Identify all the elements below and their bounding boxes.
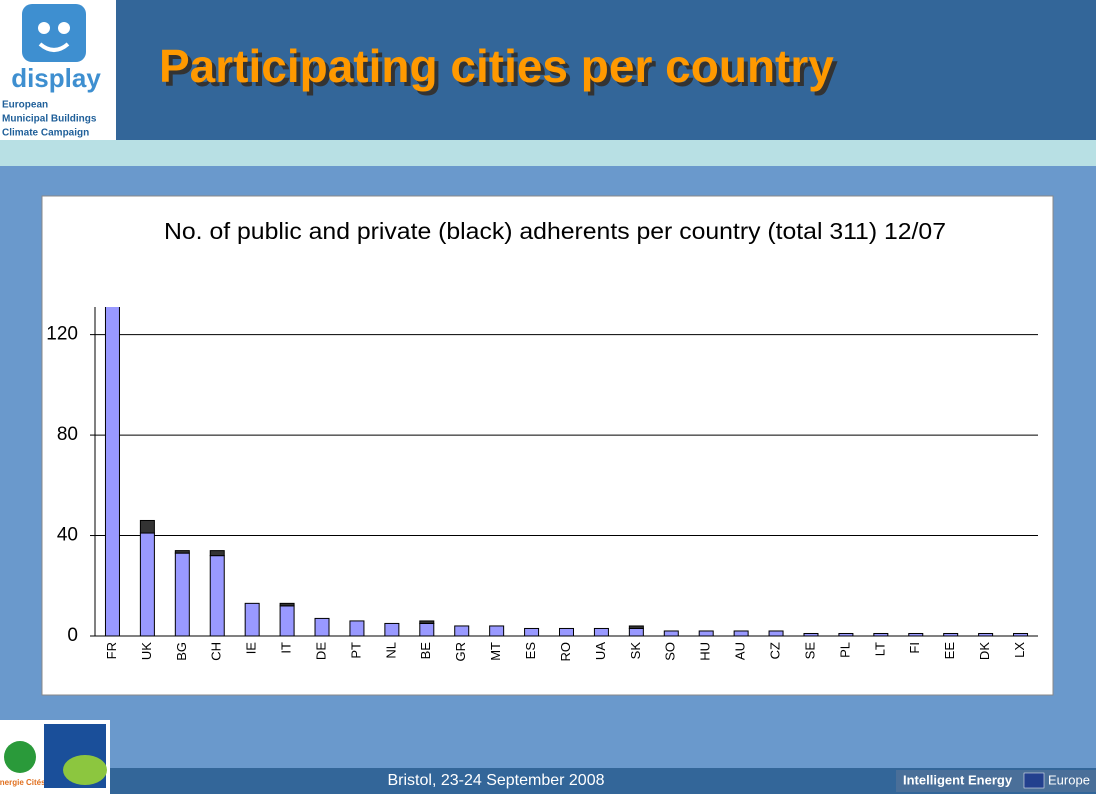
iee-box — [896, 770, 1096, 792]
bar-segment — [174, 550, 190, 554]
x-tick-label: PT — [348, 642, 363, 659]
x-tick-label: LT — [872, 642, 887, 656]
y-tick-label: 40 — [57, 525, 78, 546]
logo-eye — [38, 22, 50, 34]
x-tick-label: FR — [104, 642, 119, 659]
header-strip — [0, 140, 1096, 166]
bar-segment — [768, 630, 784, 637]
bar-segment — [559, 627, 574, 637]
slide-title: Participating cities per country — [159, 40, 834, 92]
logo-text: European — [2, 100, 48, 111]
x-tick-label: DK — [977, 642, 992, 660]
header-band — [0, 0, 1096, 140]
y-tick-label: 80 — [57, 424, 78, 445]
bar-segment — [489, 625, 505, 637]
x-tick-label: IE — [244, 642, 259, 655]
title-shadow: Participating cities per country — [163, 44, 838, 96]
chart-title: No. of public and private (black) adhere… — [164, 218, 946, 244]
x-tick-label: PL — [837, 642, 852, 658]
bar-segment — [209, 550, 225, 557]
x-tick-label: ES — [523, 642, 538, 660]
bar-segment — [349, 620, 365, 637]
plot: 0 40 80 120 FR UK BG CH IE IT DE PT NL BE GR MT ES RO UA SK… — [46, 307, 1038, 662]
x-tick-label: SK — [628, 642, 643, 660]
footer-event: Bristol, 23-24 September 2008 — [387, 772, 604, 789]
x-tick-label: IT — [279, 642, 294, 654]
bar-segment — [454, 625, 470, 637]
bar-segment — [524, 627, 540, 637]
x-tick-label: BE — [418, 642, 433, 660]
iee-suffix: Europe — [1048, 772, 1090, 787]
logo-eye — [58, 22, 70, 34]
x-tick-label: SE — [802, 642, 817, 660]
x-tick-label: NL — [383, 642, 398, 659]
bar-segment — [139, 532, 155, 637]
bar-segment — [314, 617, 330, 637]
logo-name: display — [11, 63, 101, 93]
x-tick-label: LX — [1012, 642, 1027, 658]
bar-segment — [139, 519, 155, 534]
logo-smile — [38, 42, 70, 52]
bar-segment — [104, 307, 120, 637]
bar-segment — [419, 620, 435, 624]
x-tick-label: EE — [942, 642, 957, 660]
logo-text: Municipal Buildings — [2, 114, 97, 125]
bar-segment — [593, 627, 609, 637]
bar-segment — [698, 630, 714, 637]
x-tick-label: HU — [698, 642, 713, 661]
bar-segment — [733, 630, 749, 637]
x-tick-label: MT — [488, 642, 503, 661]
x-tick-label: FI — [907, 642, 922, 654]
logo-text: Climate Campaign — [2, 128, 89, 139]
bar-segment — [174, 552, 190, 637]
bar-segment — [209, 555, 225, 637]
bar-segment — [279, 602, 295, 607]
bar-segment — [628, 627, 644, 637]
bar-segment — [279, 605, 295, 637]
x-tick-label: GR — [453, 642, 468, 662]
x-tick-label: BG — [174, 642, 189, 661]
energie-cites-logo — [4, 741, 36, 773]
x-tick-label: RO — [558, 642, 573, 662]
logo-icon — [22, 4, 86, 62]
x-tick-label: AU — [733, 642, 748, 660]
bar-segment — [384, 622, 400, 637]
bar-segment — [244, 602, 260, 637]
eu-flag — [1023, 772, 1045, 789]
y-tick-label: 120 — [46, 324, 78, 345]
bar-segment — [628, 625, 644, 629]
x-tick-label: CZ — [767, 642, 782, 659]
bar-segment — [419, 622, 435, 637]
x-tick-label: UA — [593, 642, 608, 660]
y-tick-label: 0 — [67, 625, 78, 646]
x-tick-label: SO — [663, 642, 678, 661]
x-tick-label: UK — [139, 642, 154, 660]
chart-frame — [41, 195, 1054, 696]
x-tick-label: DE — [313, 642, 328, 660]
energie-cites-text: Energie Cités — [0, 778, 46, 787]
iee-text: Intelligent Energy — [903, 772, 1013, 787]
bar-segment — [663, 630, 679, 637]
sustainable-logo-shape — [63, 755, 107, 785]
x-tick-label: CH — [209, 642, 224, 661]
